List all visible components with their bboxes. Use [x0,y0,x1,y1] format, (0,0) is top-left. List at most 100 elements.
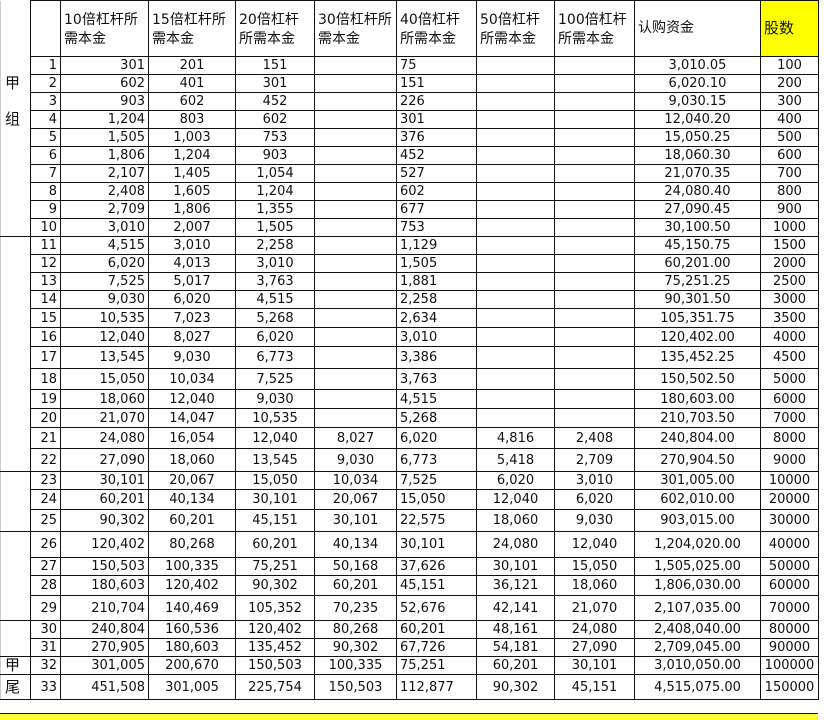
cell-shares[interactable]: 300 [760,92,819,111]
cell-10x[interactable]: 120,402 [60,531,149,558]
cell-15x[interactable]: 9,030 [148,346,236,369]
cell-subscription-funds[interactable]: 1,806,030.00 [634,575,761,596]
group-label-cell[interactable] [0,489,31,510]
cell-shares[interactable]: 3500 [760,308,819,328]
cell-subscription-funds[interactable]: 180,603.00 [634,389,761,409]
cell-30x[interactable] [314,327,397,347]
row-index-cell[interactable]: 26 [30,531,61,558]
cell-shares[interactable]: 10000 [760,471,819,490]
cell-20x[interactable]: 105,352 [235,595,315,621]
cell-15x[interactable]: 602 [148,92,236,111]
cell-30x[interactable]: 90,302 [314,638,397,657]
cell-100x[interactable]: 21,070 [554,595,635,621]
cell-shares[interactable]: 100 [760,56,819,75]
cell-15x[interactable]: 6,020 [148,290,236,309]
cell-10x[interactable]: 3,010 [60,218,149,237]
cell-30x[interactable]: 8,027 [314,427,397,449]
cell-30x[interactable]: 9,030 [314,448,397,472]
row-index-cell[interactable]: 7 [30,164,61,183]
cell-15x[interactable]: 140,469 [148,595,236,621]
cell-15x[interactable]: 4,013 [148,254,236,273]
cell-40x[interactable]: 5,268 [396,408,477,428]
group-label-cell[interactable] [0,557,31,576]
cell-15x[interactable]: 401 [148,74,236,93]
row-index-cell[interactable]: 15 [30,308,61,328]
cell-100x[interactable] [554,236,635,255]
cell-subscription-funds[interactable]: 135,452.25 [634,346,761,369]
cell-10x[interactable]: 2,107 [60,164,149,183]
cell-100x[interactable] [554,56,635,75]
cell-50x[interactable] [476,182,555,201]
cell-shares[interactable]: 1000 [760,218,819,237]
cell-20x[interactable]: 1,355 [235,200,315,219]
cell-10x[interactable]: 180,603 [60,575,149,596]
cell-30x[interactable] [314,56,397,75]
cell-20x[interactable]: 5,268 [235,308,315,328]
cell-20x[interactable]: 151 [235,56,315,75]
cell-shares[interactable]: 100000 [760,656,819,675]
cell-10x[interactable]: 2,408 [60,182,149,201]
cell-30x[interactable]: 20,067 [314,489,397,510]
group-label-cell[interactable] [0,308,31,328]
cell-40x[interactable]: 45,151 [396,575,477,596]
header-30x[interactable]: 30倍杠杆所需本金 [314,0,397,57]
cell-50x[interactable]: 54,181 [476,638,555,657]
group-label-cell[interactable] [0,92,31,111]
cell-20x[interactable]: 1,505 [235,218,315,237]
cell-subscription-funds[interactable]: 6,020.10 [634,74,761,93]
cell-40x[interactable]: 6,773 [396,448,477,472]
cell-15x[interactable]: 803 [148,110,236,129]
cell-15x[interactable]: 80,268 [148,531,236,558]
group-label-cell[interactable] [0,200,31,219]
header-index-cell[interactable] [30,0,61,57]
cell-subscription-funds[interactable]: 903,015.00 [634,509,761,532]
cell-20x[interactable]: 75,251 [235,557,315,576]
row-index-cell[interactable]: 12 [30,254,61,273]
cell-40x[interactable]: 1,129 [396,236,477,255]
group-label-cell[interactable] [0,218,31,237]
cell-20x[interactable]: 6,773 [235,346,315,369]
cell-subscription-funds[interactable]: 1,505,025.00 [634,557,761,576]
cell-100x[interactable]: 3,010 [554,471,635,490]
cell-10x[interactable]: 2,709 [60,200,149,219]
cell-20x[interactable]: 6,020 [235,327,315,347]
cell-50x[interactable] [476,164,555,183]
cell-shares[interactable]: 90000 [760,638,819,657]
group-label-cell[interactable] [0,427,31,449]
cell-50x[interactable] [476,389,555,409]
cell-shares[interactable]: 400 [760,110,819,129]
cell-40x[interactable]: 376 [396,128,477,147]
group-label-cell[interactable] [0,638,31,657]
cell-20x[interactable]: 602 [235,110,315,129]
cell-100x[interactable] [554,308,635,328]
cell-100x[interactable]: 12,040 [554,531,635,558]
header-shares[interactable]: 股数 [760,0,819,57]
row-index-cell[interactable]: 9 [30,200,61,219]
group-label-cell[interactable] [0,471,31,490]
cell-40x[interactable]: 602 [396,182,477,201]
cell-100x[interactable] [554,389,635,409]
row-index-cell[interactable]: 13 [30,272,61,291]
cell-subscription-funds[interactable]: 75,251.25 [634,272,761,291]
cell-15x[interactable]: 2,007 [148,218,236,237]
cell-shares[interactable]: 70000 [760,595,819,621]
cell-40x[interactable]: 677 [396,200,477,219]
cell-20x[interactable]: 15,050 [235,471,315,490]
cell-40x[interactable]: 15,050 [396,489,477,510]
cell-30x[interactable] [314,346,397,369]
cell-40x[interactable]: 30,101 [396,531,477,558]
cell-shares[interactable]: 7000 [760,408,819,428]
cell-50x[interactable]: 90,302 [476,674,555,700]
cell-50x[interactable] [476,236,555,255]
cell-100x[interactable] [554,92,635,111]
group-label-cell[interactable] [0,327,31,347]
group-label-cell[interactable] [0,236,31,255]
cell-20x[interactable]: 903 [235,146,315,165]
cell-50x[interactable]: 48,161 [476,620,555,639]
cell-subscription-funds[interactable]: 2,107,035.00 [634,595,761,621]
cell-shares[interactable]: 2000 [760,254,819,273]
cell-subscription-funds[interactable]: 15,050.25 [634,128,761,147]
cell-50x[interactable] [476,92,555,111]
cell-100x[interactable] [554,182,635,201]
cell-10x[interactable]: 301,005 [60,656,149,675]
